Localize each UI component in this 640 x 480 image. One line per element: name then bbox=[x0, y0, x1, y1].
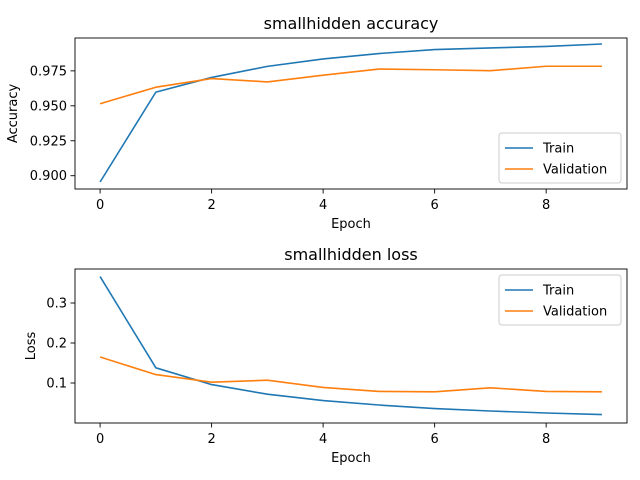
loss-x-tick-label: 0 bbox=[96, 432, 104, 447]
loss-y-axis-label: Loss bbox=[24, 332, 39, 361]
accuracy-x-tick-label: 8 bbox=[542, 198, 550, 213]
accuracy-chart-title: smallhidden accuracy bbox=[264, 14, 439, 33]
loss-x-tick-label: 6 bbox=[430, 432, 438, 447]
accuracy-x-tick-label: 2 bbox=[207, 198, 215, 213]
accuracy-legend-label-train: Train bbox=[542, 142, 574, 157]
accuracy-chart: smallhidden accuracy 0 2 4 6 8 0.900 0.925 0.950… bbox=[6, 14, 628, 232]
accuracy-legend-label-validation: Validation bbox=[543, 163, 607, 178]
accuracy-y-tick-label: 0.950 bbox=[30, 99, 67, 114]
loss-legend-box bbox=[498, 274, 622, 326]
accuracy-x-tick-label: 0 bbox=[96, 198, 104, 213]
accuracy-y-axis-label: Accuracy bbox=[6, 84, 21, 144]
accuracy-legend: Train Validation bbox=[498, 132, 622, 184]
accuracy-legend-box bbox=[498, 132, 622, 184]
accuracy-y-tick-label: 0.925 bbox=[30, 134, 67, 149]
accuracy-x-axis-label: Epoch bbox=[331, 217, 371, 232]
accuracy-x-tick-label: 6 bbox=[430, 198, 438, 213]
loss-y-tick-label: 0.1 bbox=[46, 377, 67, 392]
loss-chart-title: smallhidden loss bbox=[284, 245, 418, 264]
loss-legend-label-validation: Validation bbox=[543, 305, 607, 320]
loss-y-tick-label: 0.2 bbox=[46, 337, 67, 352]
loss-legend-label-train: Train bbox=[542, 284, 574, 299]
loss-series-line-validation bbox=[99, 356, 602, 393]
accuracy-axes-frame bbox=[74, 37, 628, 190]
loss-x-tick-label: 2 bbox=[207, 432, 215, 447]
loss-x-tick-label: 4 bbox=[319, 432, 327, 447]
accuracy-y-tick-label: 0.900 bbox=[30, 169, 67, 184]
loss-legend: Train Validation bbox=[498, 274, 622, 326]
loss-x-tick-label: 8 bbox=[542, 432, 550, 447]
loss-y-tick-label: 0.3 bbox=[46, 297, 67, 312]
accuracy-series-line-validation bbox=[99, 65, 602, 105]
loss-chart: smallhidden loss 0 2 4 6 8 0.1 0.2 0.3 Epoch Loss T… bbox=[24, 245, 628, 466]
accuracy-x-tick-label: 4 bbox=[319, 198, 327, 213]
loss-x-axis-label: Epoch bbox=[331, 451, 371, 466]
accuracy-series-line-train bbox=[99, 43, 602, 183]
loss-series-line-train bbox=[99, 276, 602, 416]
accuracy-y-tick-label: 0.975 bbox=[30, 64, 67, 79]
loss-axes-frame bbox=[74, 268, 628, 424]
